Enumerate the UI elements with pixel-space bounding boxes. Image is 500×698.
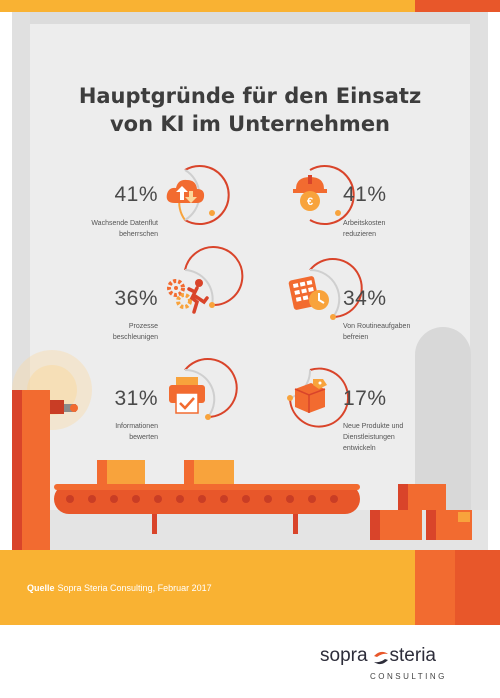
stat-percent: 41% xyxy=(343,183,387,206)
logo-word-2: steria xyxy=(389,645,436,666)
calculator-clock-icon xyxy=(288,276,329,310)
stat-label: Von Routineaufgaben befreien xyxy=(343,323,411,341)
stat-percent: 41% xyxy=(114,183,158,206)
stat-percent: 31% xyxy=(114,387,158,410)
gears-runner-icon xyxy=(167,279,209,314)
cloud-upload-download-icon xyxy=(166,179,205,203)
sopra-steria-logo: sopra steria CONSULTING xyxy=(320,645,480,690)
logo-subtitle: CONSULTING xyxy=(370,672,447,681)
logo-word-1: sopra xyxy=(320,645,368,666)
source-note: Quelle Sopra Steria Consulting, Februar 2… xyxy=(27,583,212,593)
page-title: Hauptgründe für den Einsatz von KI im Un… xyxy=(0,82,500,138)
euro-worker-helmet-icon: € xyxy=(293,175,327,211)
stat-label: Arbeitskosten reduzieren xyxy=(343,220,386,238)
stat-label: Prozesse beschleunigen xyxy=(112,323,158,341)
source-text: Sopra Steria Consulting, Februar 2017 xyxy=(57,583,212,593)
source-key: Quelle xyxy=(27,583,55,593)
stat-label: Neue Produkte und Dienstleistungen entwick… xyxy=(343,423,404,452)
svg-text:€: € xyxy=(307,196,313,208)
logo-swirl-icon xyxy=(374,651,388,665)
stat-percent: 36% xyxy=(114,287,158,310)
ring-arc xyxy=(184,165,230,225)
stat-percent: 34% xyxy=(343,287,387,310)
title-line-2: von KI im Unternehmen xyxy=(109,112,391,136)
stat-percent: 17% xyxy=(343,387,387,410)
printer-check-icon xyxy=(169,377,205,414)
stat-label: Wachsende Datenflut beherrschen xyxy=(91,220,158,238)
title-line-1: Hauptgründe für den Einsatz xyxy=(78,84,422,108)
stat-label: Informationen bewerten xyxy=(115,423,158,441)
package-tag-icon xyxy=(294,379,327,413)
